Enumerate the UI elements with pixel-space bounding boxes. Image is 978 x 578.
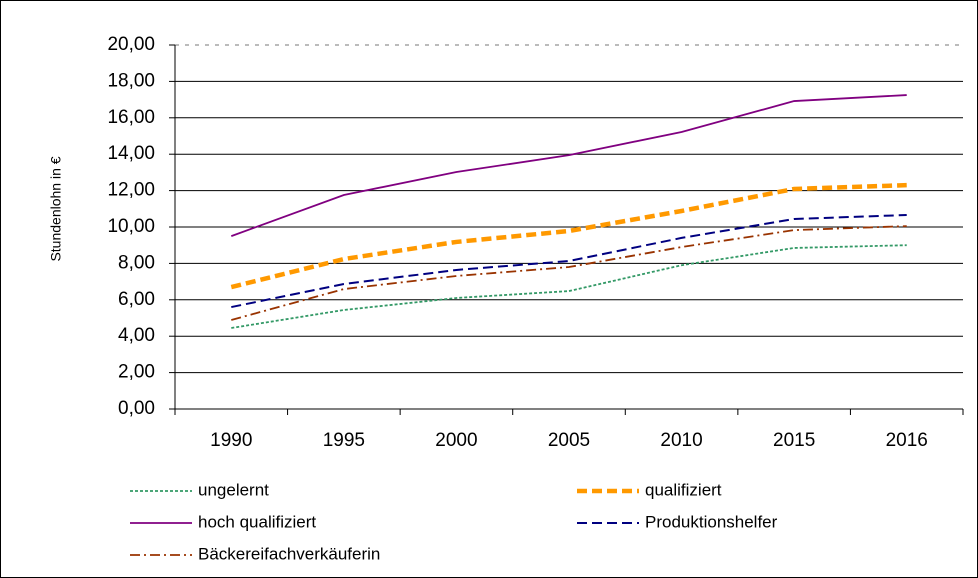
y-tick-label: 6,00 bbox=[118, 289, 155, 310]
legend-label: ungelernt bbox=[198, 480, 269, 499]
y-axis-label: Stundenlohn in € bbox=[48, 156, 64, 261]
series-line bbox=[230, 94, 907, 237]
series-line bbox=[231, 213, 907, 309]
x-tick-label: 2005 bbox=[548, 430, 590, 451]
y-tick-label: 10,00 bbox=[107, 216, 155, 237]
x-tick-label: 2000 bbox=[435, 430, 477, 451]
x-tick-label: 2015 bbox=[773, 430, 815, 451]
y-tick-label: 2,00 bbox=[118, 362, 155, 383]
y-tick-label: 8,00 bbox=[118, 252, 155, 273]
x-tick-label: 2010 bbox=[660, 430, 702, 451]
y-tick-label: 4,00 bbox=[118, 325, 155, 346]
series-line bbox=[230, 182, 907, 290]
legend-label: hoch qualifiziert bbox=[198, 512, 316, 531]
y-tick-label: 12,00 bbox=[107, 180, 155, 201]
legend-label: Produktionshelfer bbox=[645, 512, 778, 531]
x-tick-label: 1990 bbox=[210, 430, 252, 451]
y-tick-label: 18,00 bbox=[107, 70, 155, 91]
y-tick-label: 0,00 bbox=[118, 398, 155, 419]
y-tick-label: 14,00 bbox=[107, 143, 155, 164]
series-line bbox=[231, 225, 907, 321]
y-tick-label: 20,00 bbox=[107, 34, 155, 55]
legend-label: qualifiziert bbox=[645, 480, 722, 499]
x-tick-label: 2016 bbox=[886, 430, 928, 451]
legend-label: Bäckereifachverkäuferin bbox=[198, 544, 380, 563]
y-tick-label: 16,00 bbox=[107, 107, 155, 128]
x-tick-label: 1995 bbox=[323, 430, 365, 451]
